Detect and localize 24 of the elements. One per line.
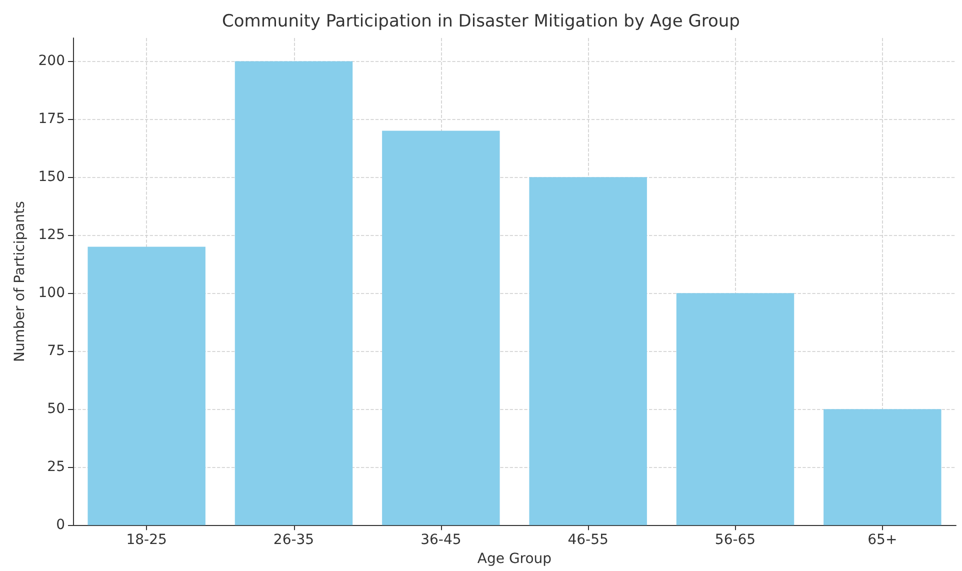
y-tick-label: 125 (38, 227, 65, 244)
bar (529, 177, 647, 526)
bar (382, 130, 500, 526)
y-tick-label: 50 (47, 401, 65, 418)
bar (824, 409, 942, 526)
x-tick-label: 26-35 (273, 532, 314, 548)
y-tick-label: 100 (38, 285, 65, 302)
x-tick-label: 36-45 (420, 532, 462, 548)
x-tick-label: 18-25 (126, 532, 167, 548)
x-tick-label: 46-55 (568, 532, 608, 548)
y-tick-label: 150 (38, 169, 65, 186)
y-tick-label: 175 (38, 111, 65, 128)
y-tick-label: 200 (38, 53, 65, 70)
bar (676, 293, 794, 526)
y-tick-label: 75 (47, 343, 65, 360)
bar (234, 61, 353, 526)
x-tick-label: 65+ (868, 532, 898, 548)
y-tick-label: 0 (56, 517, 65, 534)
x-axis-title: Age Group (477, 551, 552, 567)
bar (88, 246, 206, 526)
x-tick-label: 56-65 (714, 532, 756, 548)
chart-title: Community Participation in Disaster Mitigation by Age Group (222, 12, 740, 32)
y-axis-title: Number of Participants (12, 201, 28, 362)
y-tick-label: 25 (47, 459, 65, 476)
